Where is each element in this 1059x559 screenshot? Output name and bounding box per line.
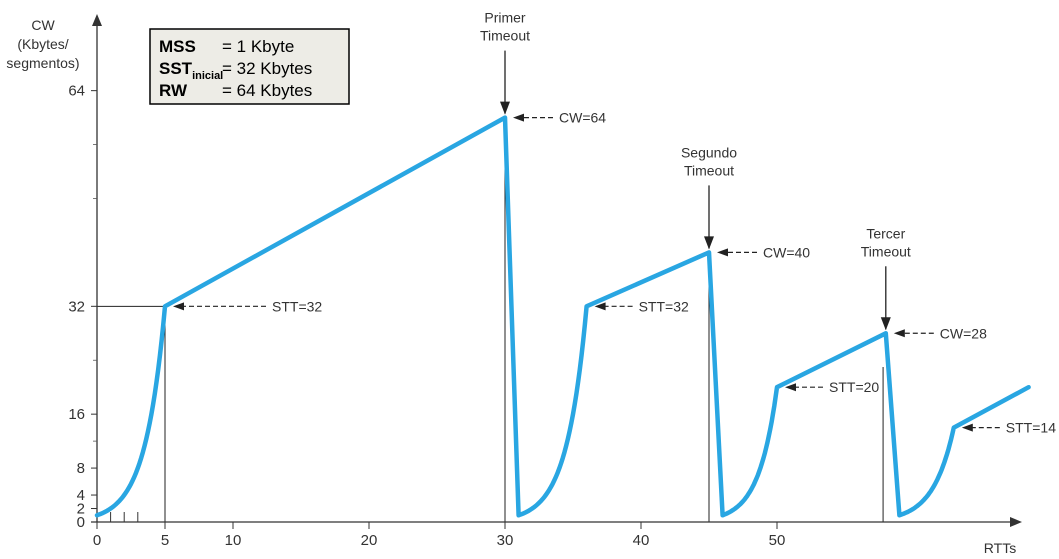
y-tick-label: 16 xyxy=(68,406,85,423)
x-tick-label: 50 xyxy=(769,532,786,549)
value-annotation: STT=20 xyxy=(785,379,879,395)
x-tick-label: 40 xyxy=(633,532,650,549)
annotation-label: STT=32 xyxy=(272,298,322,314)
y-axis-label: (Kbytes/ xyxy=(17,36,68,52)
annotation-label: STT=32 xyxy=(639,298,689,314)
legend-value: = 64 Kbytes xyxy=(222,81,312,100)
legend-key-subscript: inicial xyxy=(192,70,223,82)
y-tick-label: 4 xyxy=(77,487,85,504)
value-annotation: CW=40 xyxy=(717,244,810,260)
legend-key: MSS xyxy=(159,37,196,56)
value-annotation: STT=32 xyxy=(594,298,689,314)
annotation-arrowhead xyxy=(961,423,973,432)
timeout-annotation: Primer Timeout xyxy=(480,10,530,115)
timeout-label: Timeout xyxy=(684,162,734,178)
annotation-arrowhead xyxy=(173,302,184,311)
annotation-arrowhead xyxy=(785,383,796,392)
timeout-arrow-head xyxy=(704,236,714,250)
x-tick-label: 0 xyxy=(93,532,101,549)
annotation-arrowhead xyxy=(513,113,524,122)
x-tick-label: 20 xyxy=(361,532,378,549)
timeout-arrow-head xyxy=(500,101,510,115)
x-tick-label: 10 xyxy=(225,532,242,549)
annotation-arrowhead xyxy=(893,329,905,338)
timeout-label: Primer xyxy=(484,10,526,26)
timeout-label: Timeout xyxy=(480,28,530,44)
y-axis-arrowhead xyxy=(92,14,102,26)
y-tick-label: 8 xyxy=(77,460,85,477)
legend-key: SST xyxy=(159,59,193,78)
timeout-label: Tercer xyxy=(866,225,905,241)
x-axis-arrowhead xyxy=(1010,517,1022,527)
value-annotation: CW=28 xyxy=(893,325,987,341)
timeout-arrow-head xyxy=(880,317,891,331)
y-axis-label: segmentos) xyxy=(6,55,79,71)
annotation-label: STT=14 xyxy=(1006,420,1056,436)
annotation-label: STT=20 xyxy=(829,379,879,395)
legend-entry: RW = 64 Kbytes xyxy=(159,81,312,100)
annotation-arrowhead xyxy=(594,302,606,311)
legend-key: RW xyxy=(159,81,188,100)
cw-series xyxy=(94,115,1031,518)
y-tick-label: 64 xyxy=(68,83,85,100)
axes: 024 8 16 32 64 0 5 10 20 30 40 50 CW (Kbytes/segmento… xyxy=(6,14,1022,556)
cw-series-line xyxy=(94,115,1031,518)
y-tick-label: 32 xyxy=(68,298,85,315)
annotation-label: CW=40 xyxy=(763,244,810,260)
x-tick-label: 30 xyxy=(497,532,514,549)
legend-entry: SSTinicial= 32 Kbytes xyxy=(159,59,312,82)
annotation-label: CW=28 xyxy=(940,325,987,341)
x-tick-label: 5 xyxy=(161,532,169,549)
y-axis-label: CW xyxy=(31,17,55,33)
timeout-label: Timeout xyxy=(861,243,911,259)
value-annotation: STT=32 xyxy=(173,298,322,314)
vertical-markers xyxy=(97,117,884,522)
timeout-annotation: Segundo Timeout xyxy=(681,144,737,250)
timeout-label: Segundo xyxy=(681,144,737,160)
legend-entry: MSS = 1 Kbyte xyxy=(159,37,294,56)
y-tick-label: 0 xyxy=(77,514,85,531)
legend-value: = 32 Kbytes xyxy=(222,59,312,78)
x-axis-label: RTTs xyxy=(984,540,1016,556)
annotations: Primer Timeout Segundo Timeout Tercer Timeout… xyxy=(173,10,1056,436)
annotation-label: CW=64 xyxy=(559,110,606,126)
value-annotation: CW=64 xyxy=(513,110,606,126)
timeout-annotation: Tercer Timeout xyxy=(861,225,911,331)
legend-frame xyxy=(149,28,350,105)
y-tick-label: 2 xyxy=(77,501,85,518)
annotation-arrowhead xyxy=(717,248,728,257)
value-annotation: STT=14 xyxy=(961,420,1056,436)
legend-value: = 1 Kbyte xyxy=(222,37,294,56)
